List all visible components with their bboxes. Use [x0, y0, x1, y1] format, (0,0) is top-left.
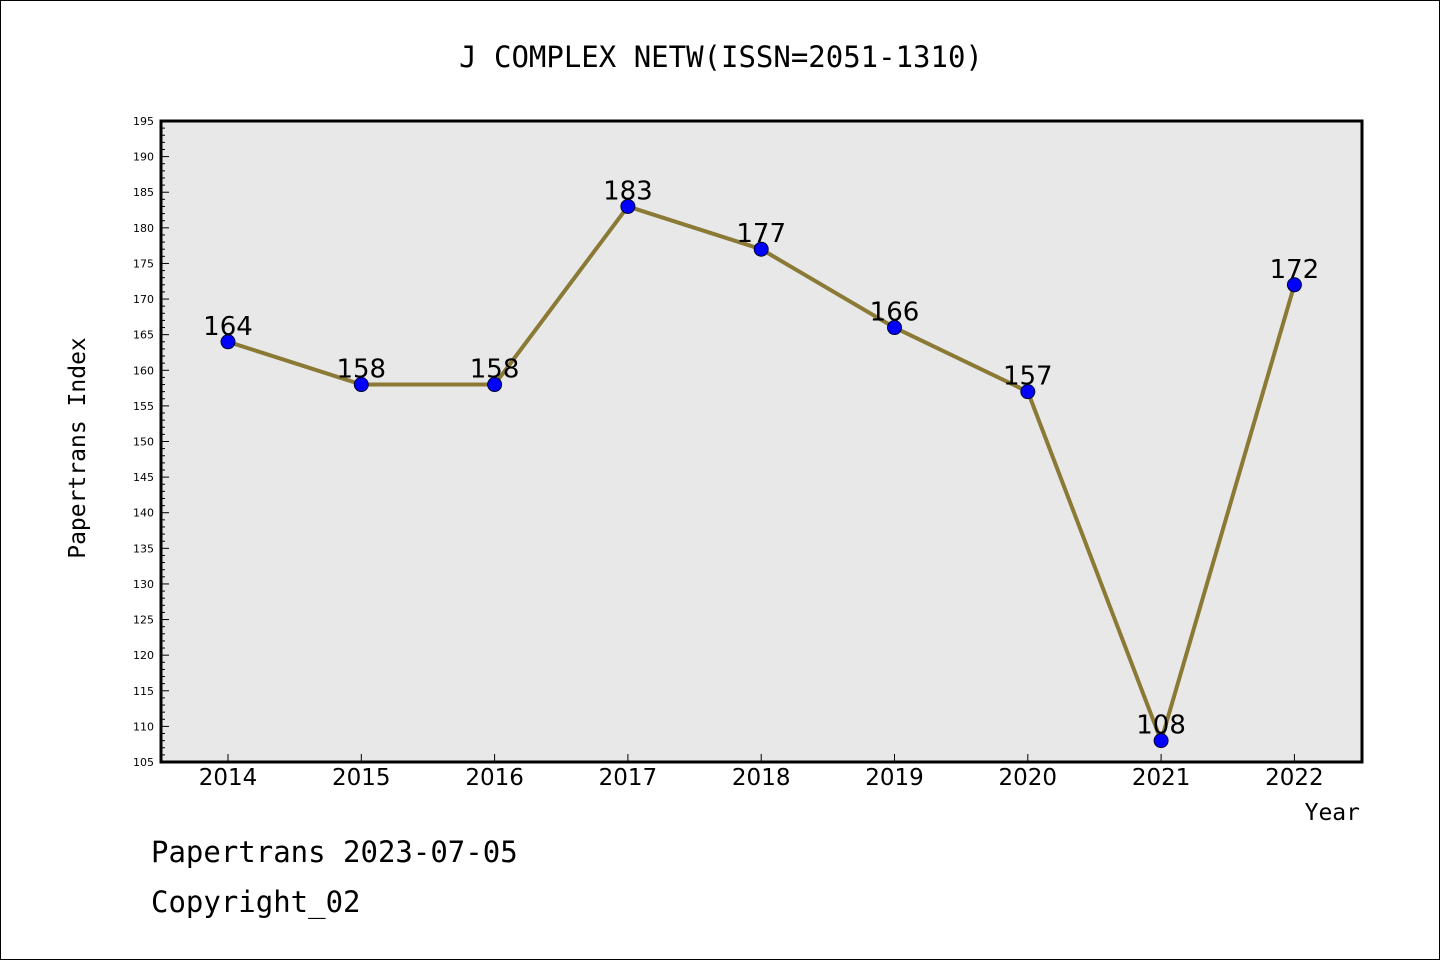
- x-tick-label: 2019: [865, 765, 924, 791]
- data-label: 172: [1270, 255, 1320, 285]
- y-tick-label: 185: [133, 186, 154, 199]
- y-tick-label: 150: [133, 436, 154, 449]
- y-tick-label: 195: [133, 115, 154, 128]
- x-tick-label: 2017: [599, 765, 658, 791]
- plot-border: [159, 119, 1364, 764]
- y-tick-label: 145: [133, 471, 154, 484]
- y-tick-label: 160: [133, 364, 154, 377]
- data-label: 164: [203, 312, 253, 342]
- data-label: 157: [1003, 362, 1053, 392]
- x-tick-label: 2020: [999, 765, 1058, 791]
- data-label: 158: [336, 355, 386, 385]
- x-tick-label: 2015: [332, 765, 391, 791]
- y-tick-label: 120: [133, 649, 154, 662]
- footer-date: Papertrans 2023-07-05: [151, 835, 518, 869]
- data-point: [1020, 384, 1036, 400]
- data-point: [1286, 277, 1302, 293]
- y-tick-label: 115: [133, 685, 154, 698]
- y-axis-label: Papertrans Index: [65, 337, 91, 559]
- data-markers: [220, 198, 1302, 749]
- y-tick-label: 140: [133, 507, 154, 520]
- x-tick-label: 2016: [465, 765, 524, 791]
- data-point: [753, 241, 769, 257]
- chart-title: J COMPLEX NETW(ISSN=2051-1310): [459, 40, 983, 74]
- y-tick-label: 190: [133, 151, 154, 164]
- y-tick-label: 165: [133, 329, 154, 342]
- y-axis: 105 110 115 120 125 130 135 140 145 150 155 160 165 1…: [133, 115, 169, 769]
- y-tick-label: 180: [133, 222, 154, 235]
- y-tick-label: 135: [133, 542, 154, 555]
- x-tick-label: 2021: [1132, 765, 1191, 791]
- y-tick-label: 110: [133, 720, 154, 733]
- data-point: [353, 377, 369, 393]
- data-label: 108: [1136, 711, 1186, 741]
- data-point: [887, 320, 902, 336]
- plot-area: [161, 121, 1362, 762]
- y-tick-label: 130: [133, 578, 154, 591]
- x-tick-label: 2014: [199, 765, 258, 791]
- x-tick-label: 2018: [732, 765, 791, 791]
- y-tick-label: 175: [133, 257, 154, 270]
- data-label: 166: [870, 298, 920, 328]
- footer-copyright: Copyright_02: [151, 885, 361, 919]
- data-point: [1153, 733, 1169, 749]
- y-tick-label: 170: [133, 293, 154, 306]
- data-label: 177: [736, 219, 786, 249]
- y-tick-label: 125: [133, 614, 154, 627]
- y-tick-label: 155: [133, 400, 154, 413]
- y-tick-label: 105: [133, 756, 154, 769]
- data-point: [620, 198, 636, 214]
- x-tick-label: 2022: [1265, 765, 1324, 791]
- data-labels: 164 158 158 183 177 166 157 108 172: [203, 176, 1319, 740]
- data-point: [220, 334, 236, 350]
- data-point: [487, 377, 503, 393]
- data-label: 183: [603, 176, 653, 206]
- x-axis-label: Year: [1305, 800, 1360, 826]
- data-label: 158: [470, 355, 520, 385]
